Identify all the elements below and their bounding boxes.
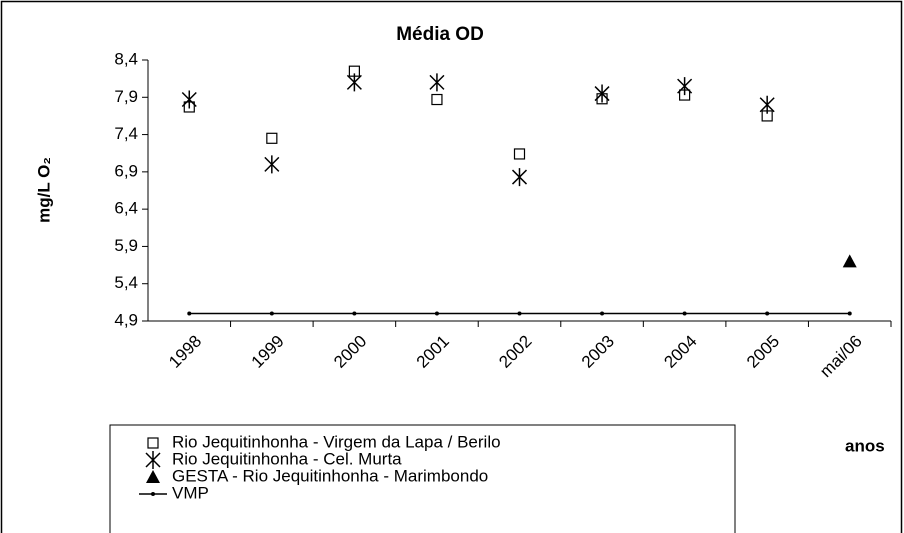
vmp-dot [187,311,192,316]
point [594,84,610,103]
legend-label: Rio Jequitinhonha - Cel. Murta [172,449,402,468]
y-tick-label: 8,4 [114,49,138,68]
x-tick-label: 2004 [660,332,700,372]
vmp-dot [682,311,687,316]
legend-marker [146,470,160,483]
point [677,77,693,96]
x-tick-label: 2005 [743,332,783,372]
y-axis-label: mg/L O₂ [34,157,53,223]
point [842,254,857,268]
point [266,132,278,144]
y-tick-label: 5,4 [114,273,138,292]
vmp-dot [269,311,274,316]
point [346,73,362,92]
point [431,93,443,106]
x-tick-label: 2001 [413,332,453,372]
point [429,73,445,92]
y-tick-label: 4,9 [114,310,138,329]
y-tick-label: 7,4 [114,124,138,143]
y-tick-label: 7,9 [114,87,138,106]
x-axis-label: anos [845,436,885,455]
y-tick-label: 6,9 [114,161,138,180]
vmp-dot [352,311,357,316]
legend-marker [145,451,161,469]
x-tick-label: 2003 [578,332,618,372]
vmp-dot [765,311,770,316]
point [511,168,528,187]
x-tick-label: 2000 [330,332,370,372]
legend-label: Rio Jequitinhonha - Virgem da Lapa / Ber… [172,432,501,451]
x-tick-label: 2002 [495,332,535,372]
legend-label: VMP [172,483,209,502]
legend-dot [151,492,155,496]
vmp-dot [434,311,439,316]
legend-label: GESTA - Rio Jequitinhonha - Marimbondo [172,466,488,485]
point [513,148,526,160]
y-tick-label: 5,9 [114,236,138,255]
vmp-dot [847,311,852,316]
point [264,155,280,174]
chart-title: Média OD [396,24,484,45]
point [759,95,775,114]
y-tick-label: 6,4 [114,199,138,218]
x-tick-label: mai/06 [816,332,866,382]
vmp-dot [600,311,605,316]
x-tick-label: 1999 [248,332,288,372]
vmp-dot [517,311,522,316]
x-tick-label: 1998 [165,332,205,372]
legend-box [109,424,736,533]
legend-marker [147,437,159,449]
point [181,90,197,109]
